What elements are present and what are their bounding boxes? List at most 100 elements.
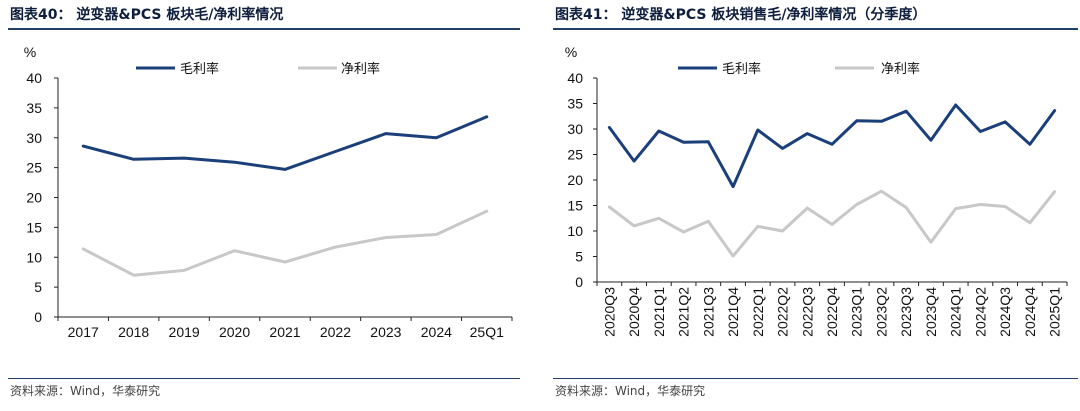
y-tick-label: 25 [567,147,583,163]
x-tick-label: 2022 [320,324,351,340]
source-rule [553,378,1078,379]
gross-margin-point [1053,109,1056,112]
gross-margin-line [81,115,489,171]
y-tick-label: 15 [567,198,583,214]
gross-margin-point [979,130,982,133]
net-margin-point [682,230,685,234]
legend-label: 净利率 [881,61,920,77]
x-tick-label: 25Q1 [470,324,504,340]
gross-margin-point [233,161,236,164]
gross-margin-point [1003,120,1007,124]
chart-panel-annual: 图表40： 逆变器&PCS 板块毛/净利率情况 % 0 5 10 15 20 25 30 35 4… [0,0,522,411]
y-tick-label: 0 [575,274,583,290]
x-tick-label: 2022Q2 [775,287,791,337]
y-tick-label: 40 [26,70,42,86]
gross-margin-point [435,136,438,139]
net-margin-point [485,210,488,213]
x-tick-label: 2023Q3 [898,287,914,337]
x-tick-label: 2021Q4 [725,287,741,337]
net-margin-point [1053,190,1056,193]
y-tick-label: 10 [567,223,583,239]
x-tick-label: 2021Q3 [700,287,716,337]
gross-margin-point [855,119,858,123]
x-tick-label: 2023Q2 [873,287,889,337]
net-margin-point [283,260,287,264]
x-tick-label: 2024Q1 [948,287,964,337]
legend-label: 毛利率 [722,61,761,77]
gross-margin-point [731,185,735,188]
net-margin-point [334,245,337,249]
net-margin-point [781,229,784,233]
net-margin-point [855,203,858,206]
gross-margin-point [806,132,809,135]
net-margin-point [435,233,438,236]
y-tick-label: 40 [567,70,583,86]
x-tick-label: 2023 [370,324,401,340]
net-margin-point [132,273,135,277]
gross-margin-point [1028,143,1032,146]
x-tick-label: 2022Q1 [750,287,766,337]
y-axis-unit: % [565,44,577,60]
gross-margin-point [283,168,287,171]
source-note: 资料来源：Wind，华泰研究 [555,384,706,398]
gross-margin-point [132,158,135,161]
x-tick-label: 2024Q3 [997,287,1013,337]
title-rule [553,28,1078,30]
y-tick-label: 35 [567,96,583,112]
net-margin-point [632,224,636,228]
chart-title: 图表40： 逆变器&PCS 板块毛/净利率情况 [10,7,284,23]
annual-margin-chart: % 0 5 10 15 20 25 30 35 40 2017 2018 2019 2020 2021 202… [24,44,513,340]
source-note: 资料来源：Wind，华泰研究 [10,384,161,398]
gross-margin-point [608,126,611,129]
y-tick-label: 25 [26,160,42,176]
x-tick-label: 2021Q1 [651,287,667,337]
gross-margin-point [781,147,784,150]
net-margin-point [979,203,982,206]
gross-margin-point [485,115,488,119]
x-tick-label: 2020 [219,324,250,340]
x-tick-label: 2017 [68,324,99,340]
x-tick-label: 2021Q2 [676,287,692,337]
x-tick-label: 2020Q3 [601,287,617,337]
title-rule [8,28,520,30]
chart-title: 图表41： 逆变器&PCS 板块销售毛/净利率情况（分季度） [555,7,927,23]
net-margin-point [608,205,611,209]
y-tick-label: 20 [567,172,583,188]
gross-margin-line [607,103,1057,189]
gross-margin-point [682,141,685,144]
x-tick-label: 2021 [269,324,300,340]
net-margin-point [233,249,236,252]
gross-margin-point [657,129,661,133]
legend-label: 毛利率 [180,61,219,77]
x-tick-label: 2022Q4 [824,287,840,337]
chart-panel-quarterly: 图表41： 逆变器&PCS 板块销售毛/净利率情况（分季度） % 0 5 10 15 20… [545,0,1080,411]
x-tick-label: 2023Q4 [923,287,939,337]
net-margin-point [384,236,388,239]
net-margin-point [82,247,85,251]
y-tick-label: 15 [26,219,42,235]
y-tick-label: 5 [34,279,42,295]
net-margin-point [756,225,759,228]
gross-margin-point [880,120,883,123]
net-margin-point [1028,221,1032,225]
x-tick-label: 2020Q4 [626,287,642,337]
y-tick-label: 10 [26,249,42,265]
net-margin-point [182,269,186,272]
y-tick-label: 30 [567,121,583,137]
net-margin-point [905,206,908,209]
x-tick-label: 2024Q4 [1022,287,1038,337]
quarterly-margin-chart: % 0 5 10 15 20 25 30 35 40 2020Q3 2020Q4 2021Q1 2021Q… [565,44,1068,337]
x-tick-label: 2025Q1 [1047,287,1063,337]
y-tick-label: 0 [34,309,42,325]
gross-margin-point [82,144,85,148]
net-margin-point [880,190,883,193]
gross-margin-point [632,159,636,163]
gross-margin-point [830,143,834,146]
gross-margin-point [929,139,933,142]
gross-margin-point [707,140,710,143]
gross-margin-point [905,109,908,113]
x-tick-label: 2018 [118,324,149,340]
x-tick-label: 2019 [169,324,200,340]
net-margin-line [81,209,489,277]
y-tick-label: 35 [26,100,42,116]
